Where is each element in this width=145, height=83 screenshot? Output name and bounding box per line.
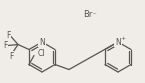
Text: F: F — [3, 41, 7, 50]
Text: N: N — [115, 38, 121, 46]
Text: +: + — [120, 36, 126, 41]
Text: N: N — [39, 38, 45, 46]
Text: Br⁻: Br⁻ — [83, 10, 97, 19]
Text: Cl: Cl — [38, 49, 46, 58]
Text: F: F — [6, 31, 10, 40]
Text: F: F — [9, 52, 13, 61]
